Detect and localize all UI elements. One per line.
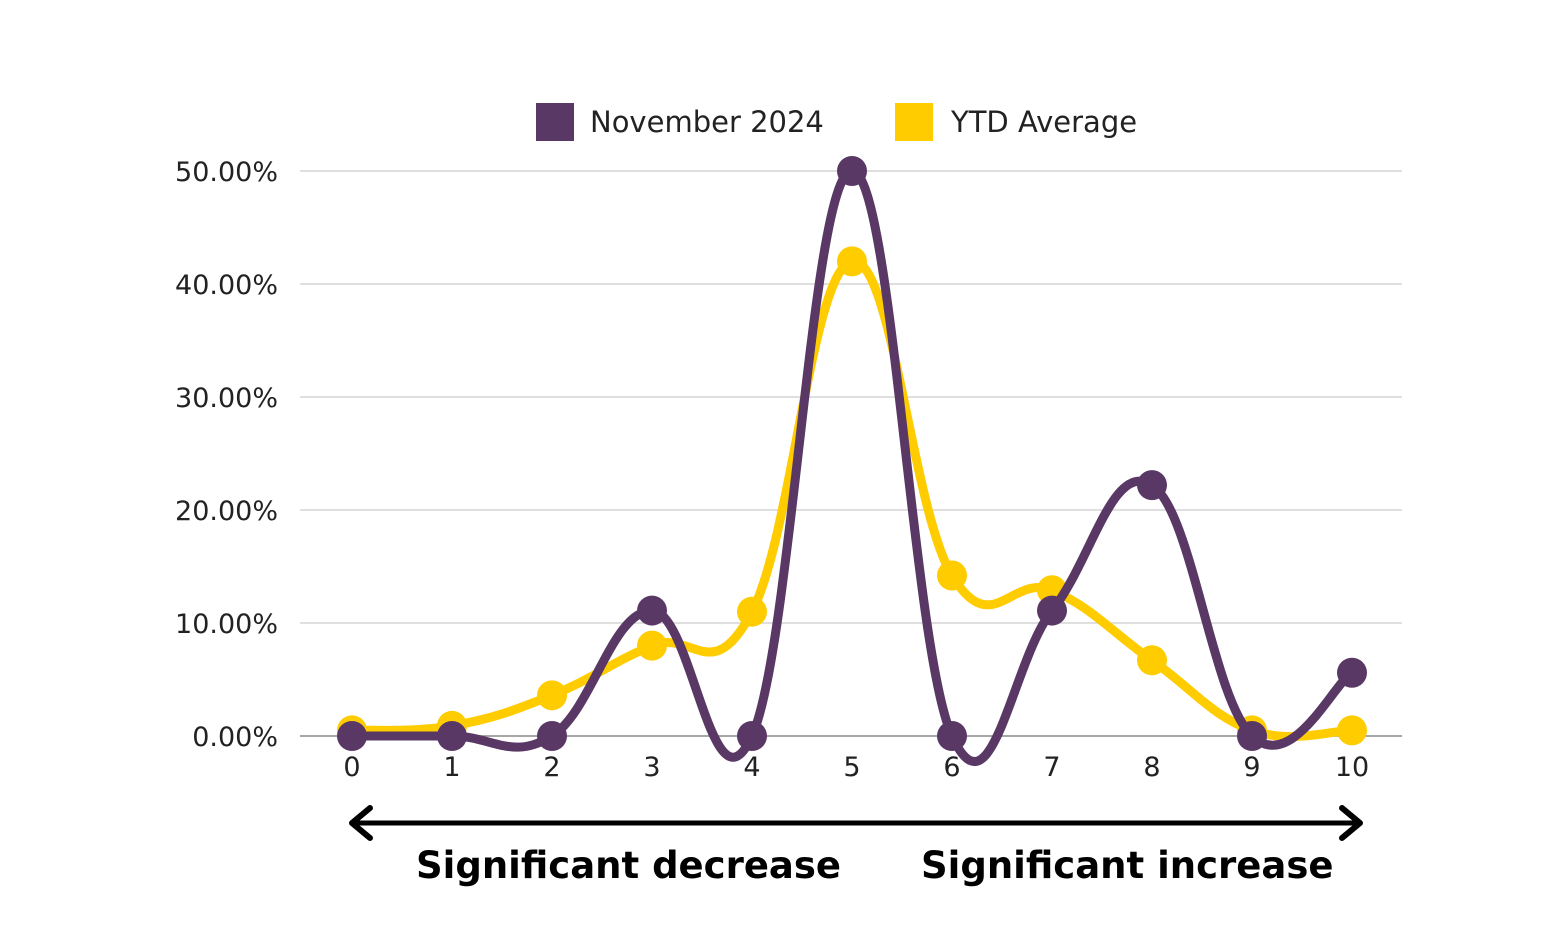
x-tick-label: 1 xyxy=(443,752,460,783)
y-tick-label: 30.00% xyxy=(175,383,278,414)
data-point xyxy=(737,596,767,627)
data-point xyxy=(1137,645,1167,676)
data-point xyxy=(1037,595,1067,626)
legend: November 2024 YTD Average xyxy=(536,103,1137,141)
significant-increase-label: Significant increase xyxy=(921,844,1334,887)
x-tick-label: 9 xyxy=(1243,752,1260,783)
x-axis-ticks: 0 1 2 3 4 5 6 7 8 9 10 xyxy=(343,752,1369,783)
x-tick-label: 6 xyxy=(943,752,960,783)
significant-decrease-label: Significant decrease xyxy=(416,844,842,887)
x-tick-label: 5 xyxy=(843,752,860,783)
data-point xyxy=(437,721,467,751)
x-tick-label: 0 xyxy=(343,752,360,783)
data-point xyxy=(937,560,967,591)
data-point xyxy=(1337,657,1367,688)
data-point xyxy=(737,721,767,751)
legend-label: YTD Average xyxy=(950,105,1137,139)
y-tick-label: 0.00% xyxy=(192,722,278,753)
y-axis-ticks: 0.00% 10.00% 20.00% 30.00% 40.00% 50.00% xyxy=(175,157,278,753)
data-point xyxy=(837,156,867,186)
data-point xyxy=(1337,715,1367,746)
x-tick-label: 4 xyxy=(743,752,760,783)
data-point xyxy=(637,595,667,626)
legend-swatch xyxy=(895,103,933,141)
data-point xyxy=(637,630,667,661)
scale-arrow-right-head xyxy=(1339,805,1363,841)
series-line-ytd-average xyxy=(347,256,1357,742)
legend-swatch xyxy=(536,103,574,141)
data-point xyxy=(1237,721,1267,751)
x-tick-label: 8 xyxy=(1143,752,1160,783)
x-tick-label: 3 xyxy=(643,752,660,783)
data-point xyxy=(337,721,367,751)
x-tick-label: 10 xyxy=(1335,752,1369,783)
y-tick-label: 20.00% xyxy=(175,496,278,527)
data-point xyxy=(1137,470,1167,501)
series-ytd-average xyxy=(337,246,1367,746)
series-november-2024 xyxy=(337,156,1367,766)
series-line-november-2024 xyxy=(347,166,1357,766)
x-tick-label: 2 xyxy=(543,752,560,783)
scale-arrow xyxy=(349,805,1363,841)
y-tick-label: 40.00% xyxy=(175,270,278,301)
scale-arrow-left-head xyxy=(349,805,373,841)
data-point xyxy=(937,721,967,751)
data-point xyxy=(837,246,867,277)
legend-label: November 2024 xyxy=(590,105,824,139)
x-tick-label: 7 xyxy=(1043,752,1060,783)
data-point xyxy=(537,680,567,711)
y-tick-label: 50.00% xyxy=(175,157,278,188)
series-layer xyxy=(337,156,1367,766)
y-tick-label: 10.00% xyxy=(175,609,278,640)
data-point xyxy=(537,721,567,751)
